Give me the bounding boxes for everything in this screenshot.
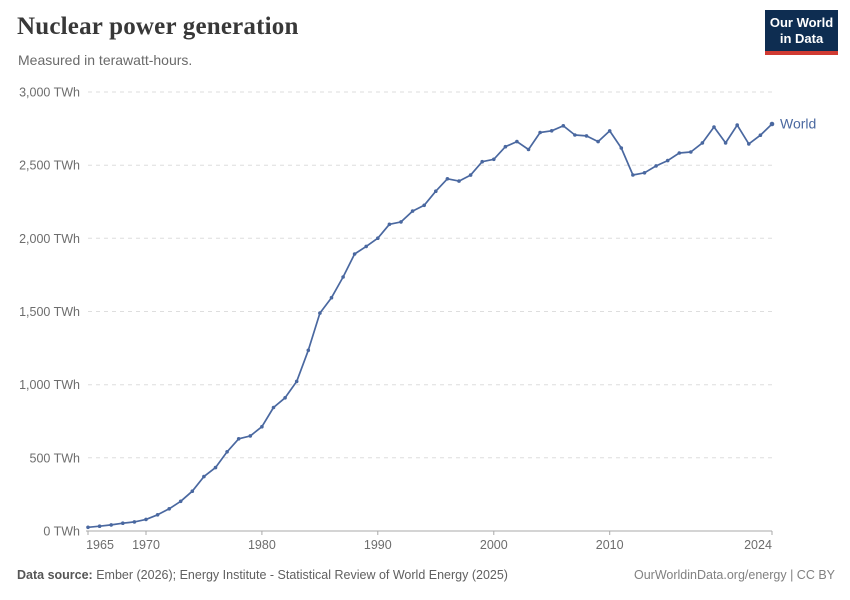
data-point[interactable] bbox=[410, 209, 415, 213]
data-point[interactable] bbox=[735, 123, 739, 127]
data-point[interactable] bbox=[341, 275, 345, 279]
data-point[interactable] bbox=[422, 203, 427, 208]
data-point[interactable] bbox=[260, 424, 264, 429]
owid-logo-line1: Our World bbox=[769, 15, 834, 30]
data-source-note: Data source: Ember (2026); Energy Instit… bbox=[17, 568, 508, 582]
data-point[interactable] bbox=[549, 129, 554, 133]
data-point[interactable] bbox=[492, 157, 496, 162]
data-point[interactable] bbox=[538, 130, 542, 135]
data-point[interactable] bbox=[700, 141, 705, 145]
data-source-text: Ember (2026); Energy Institute - Statist… bbox=[92, 568, 508, 582]
data-point[interactable] bbox=[109, 523, 113, 527]
data-point[interactable] bbox=[132, 520, 137, 524]
y-axis-tick-label: 500 TWh bbox=[30, 451, 81, 465]
data-point[interactable] bbox=[434, 189, 438, 193]
data-point[interactable] bbox=[97, 524, 102, 528]
data-point[interactable] bbox=[747, 142, 751, 146]
data-point[interactable] bbox=[294, 379, 299, 384]
data-point[interactable] bbox=[526, 147, 531, 152]
x-axis-tick-label: 2024 bbox=[744, 538, 772, 552]
x-axis-tick-label: 1965 bbox=[86, 538, 114, 552]
data-point[interactable] bbox=[445, 177, 450, 181]
data-point[interactable] bbox=[213, 465, 218, 470]
data-point[interactable] bbox=[155, 513, 160, 517]
data-point[interactable] bbox=[329, 295, 334, 300]
data-point[interactable] bbox=[596, 139, 600, 144]
data-point[interactable] bbox=[225, 450, 229, 454]
page-title: Nuclear power generation bbox=[17, 13, 299, 40]
data-point[interactable] bbox=[190, 489, 195, 494]
data-point[interactable] bbox=[654, 164, 658, 168]
x-axis-tick-label: 1990 bbox=[364, 538, 392, 552]
data-point[interactable] bbox=[769, 121, 775, 127]
data-line-world[interactable] bbox=[87, 123, 773, 529]
data-point[interactable] bbox=[607, 129, 612, 133]
data-point[interactable] bbox=[468, 173, 473, 177]
owid-logo: Our World in Data bbox=[765, 10, 838, 55]
data-point[interactable] bbox=[121, 521, 125, 525]
data-point[interactable] bbox=[399, 220, 403, 224]
chart-subtitle: Measured in terawatt-hours. bbox=[18, 52, 193, 68]
data-point[interactable] bbox=[573, 133, 577, 137]
x-axis-tick-label: 1980 bbox=[248, 538, 276, 552]
data-point[interactable] bbox=[202, 474, 206, 479]
data-point[interactable] bbox=[503, 144, 508, 149]
data-point[interactable] bbox=[712, 125, 716, 129]
data-point[interactable] bbox=[677, 151, 682, 155]
data-point[interactable] bbox=[86, 525, 90, 530]
y-axis-tick-label: 0 TWh bbox=[43, 525, 80, 539]
data-point[interactable] bbox=[167, 507, 171, 511]
data-point[interactable] bbox=[236, 437, 241, 441]
data-source-label: Data source: bbox=[17, 568, 93, 582]
data-point[interactable] bbox=[248, 434, 253, 438]
data-point[interactable] bbox=[723, 141, 728, 145]
data-point[interactable] bbox=[364, 244, 369, 249]
data-point[interactable] bbox=[376, 236, 380, 240]
y-axis-tick-label: 1,000 TWh bbox=[19, 378, 80, 392]
x-axis-tick-label: 2010 bbox=[596, 538, 624, 552]
data-point[interactable] bbox=[758, 133, 763, 137]
data-point[interactable] bbox=[631, 173, 635, 177]
data-point[interactable] bbox=[318, 311, 322, 315]
y-axis-tick-label: 2,500 TWh bbox=[19, 159, 80, 173]
data-point[interactable] bbox=[178, 499, 183, 504]
data-point[interactable] bbox=[387, 222, 392, 227]
license-credit: OurWorldinData.org/energy | CC BY bbox=[633, 568, 835, 582]
data-point[interactable] bbox=[271, 405, 276, 410]
chart-footer: Data source: Ember (2026); Energy Instit… bbox=[0, 568, 850, 588]
data-point[interactable] bbox=[515, 139, 519, 144]
data-point[interactable] bbox=[480, 159, 485, 164]
y-axis-tick-label: 2,000 TWh bbox=[19, 232, 80, 246]
y-axis-tick-label: 1,500 TWh bbox=[19, 305, 80, 319]
data-point[interactable] bbox=[352, 252, 357, 256]
data-point[interactable] bbox=[306, 348, 311, 353]
data-point[interactable] bbox=[665, 158, 670, 163]
data-point[interactable] bbox=[619, 146, 624, 150]
data-point[interactable] bbox=[561, 124, 566, 128]
series-label-world: World bbox=[780, 116, 816, 132]
data-point[interactable] bbox=[144, 517, 148, 522]
owid-logo-line2: in Data bbox=[779, 31, 824, 46]
data-point[interactable] bbox=[689, 150, 693, 154]
data-point[interactable] bbox=[642, 171, 647, 175]
x-axis-tick-label: 1970 bbox=[132, 538, 160, 552]
x-axis-tick-label: 2000 bbox=[480, 538, 508, 552]
data-point[interactable] bbox=[584, 134, 589, 138]
data-point[interactable] bbox=[457, 179, 461, 183]
data-point[interactable] bbox=[283, 396, 287, 400]
y-axis-tick-label: 3,000 TWh bbox=[19, 86, 80, 100]
